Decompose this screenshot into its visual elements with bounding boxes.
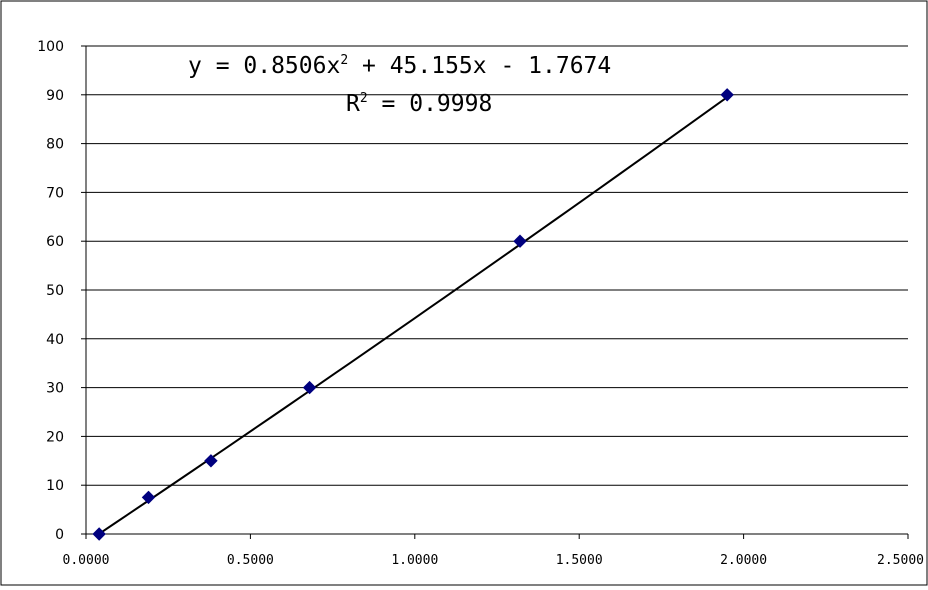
x-tick-label: 0.5000 — [227, 553, 274, 568]
y-tick-label: 10 — [46, 478, 64, 494]
trendline-equation: y = 0.8506x2 + 45.155x - 1.7674 — [188, 53, 611, 79]
x-tick-label: 1.0000 — [391, 553, 438, 568]
trendline — [98, 96, 728, 535]
equation-tail: + 45.155x - 1.7674 — [348, 53, 611, 79]
trendline-group — [98, 96, 728, 535]
y-tick-label: 30 — [46, 381, 64, 397]
y-tick-label: 80 — [46, 137, 64, 153]
x-tick-label: 0.0000 — [63, 553, 110, 568]
r-squared-label: R2 = 0.9998 — [346, 91, 492, 117]
x-tick-label: 1.5000 — [556, 553, 603, 568]
grid-lines — [86, 45, 908, 486]
r-squared-tail: = 0.9998 — [368, 91, 493, 117]
x-tick-labels: 0.0000 0.5000 1.0000 1.5000 2.0000 2.5000 — [63, 553, 924, 568]
equation-superscript: 2 — [340, 53, 348, 68]
x-tick-label: 2.0000 — [720, 553, 767, 568]
y-tick-label: 40 — [46, 332, 64, 348]
data-point — [141, 490, 156, 505]
r-squared-main: R — [346, 91, 360, 117]
y-tick-label: 90 — [46, 88, 64, 104]
data-point — [92, 527, 106, 541]
data-point — [513, 234, 527, 248]
equation-main: y = 0.8506x — [188, 53, 340, 79]
data-point — [720, 88, 734, 102]
data-point — [204, 454, 218, 468]
y-tick-label: 20 — [46, 429, 64, 445]
y-tick-label: 50 — [46, 283, 64, 299]
x-tick-label: 2.5000 — [877, 553, 924, 568]
y-tick-label: 100 — [37, 39, 64, 55]
r-squared-superscript: 2 — [360, 91, 368, 106]
points-group — [92, 88, 734, 541]
data-point — [302, 380, 317, 395]
y-tick-label: 60 — [46, 234, 64, 250]
y-tick-label: 70 — [46, 185, 64, 201]
axes — [81, 45, 909, 539]
y-tick-labels: 0 10 20 30 40 50 60 70 80 90 100 — [37, 39, 64, 543]
y-tick-label: 0 — [55, 527, 64, 543]
